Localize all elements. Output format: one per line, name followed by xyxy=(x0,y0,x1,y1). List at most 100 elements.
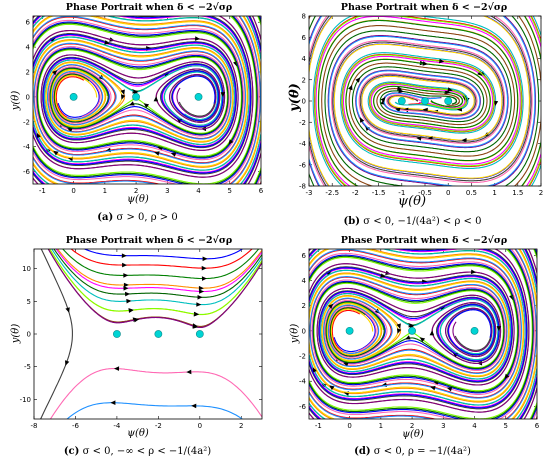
panel-d-caption-text: σ < 0, ρ = −1/(4a²) xyxy=(373,446,471,457)
trajectory-8 xyxy=(314,16,541,186)
direction-arrow xyxy=(65,360,70,366)
direction-arrow xyxy=(504,373,510,380)
trajectories xyxy=(309,16,541,186)
trajectory-13 xyxy=(53,249,262,298)
direction-arrow xyxy=(405,335,411,340)
direction-arrow xyxy=(123,273,129,278)
trajectory-14 xyxy=(309,249,537,419)
panel-a-title: Phase Portrait when δ < −2√σρ xyxy=(65,2,233,13)
trajectories xyxy=(33,16,261,184)
trajectory-3 xyxy=(318,16,541,186)
svg-text:1: 1 xyxy=(379,422,383,430)
svg-text:1: 1 xyxy=(103,187,107,195)
trajectory-12 xyxy=(66,402,244,419)
direction-arrow xyxy=(416,136,422,141)
trajectories xyxy=(309,249,537,419)
svg-text:3: 3 xyxy=(165,187,169,195)
trajectory-13 xyxy=(33,16,261,184)
direction-arrow xyxy=(67,127,73,133)
panel-d-caption: (d) σ < 0, ρ = −1/(4a²) xyxy=(275,446,550,457)
trajectory-9 xyxy=(47,249,262,329)
equilibrium-point-0 xyxy=(113,330,121,338)
svg-text:0: 0 xyxy=(302,98,306,106)
direction-arrow xyxy=(493,100,499,106)
direction-arrow xyxy=(343,362,349,367)
panel-d: Phase Portrait when δ < −2√σρ -1 0 1 2 3 4 5 6-… xyxy=(275,233,550,466)
trajectory-10 xyxy=(309,16,532,186)
trajectory-5 xyxy=(312,16,541,186)
trajectory-9 xyxy=(309,249,537,419)
direction-arrow xyxy=(153,96,159,102)
direction-arrow xyxy=(228,139,234,145)
svg-text:4: 4 xyxy=(26,44,31,52)
direction-arrow xyxy=(355,77,361,83)
svg-text:-3: -3 xyxy=(306,189,313,197)
direction-arrow xyxy=(470,269,477,275)
trajectory-11 xyxy=(33,16,261,184)
trajectory-11 xyxy=(309,249,537,419)
plot-frame xyxy=(33,248,263,420)
direction-arrow xyxy=(419,337,426,343)
svg-text:-6: -6 xyxy=(299,161,307,169)
svg-text:6: 6 xyxy=(302,34,307,42)
trajectory-6 xyxy=(33,16,261,184)
trajectory-5 xyxy=(51,249,262,306)
direction-arrow xyxy=(58,122,64,128)
panel-a-caption-tag: (a) xyxy=(97,212,114,223)
panel-d-title: Phase Portrait when δ < −2√σρ xyxy=(340,235,508,246)
x-tick-5: -0.5 xyxy=(418,16,432,197)
svg-text:6: 6 xyxy=(302,252,307,260)
svg-text:-2: -2 xyxy=(352,189,359,197)
svg-text:-6: -6 xyxy=(23,168,31,176)
plot-frame xyxy=(32,15,262,185)
panel-c-xlabel: ψ(θ) xyxy=(127,428,149,439)
trajectory-13 xyxy=(309,16,540,186)
x-tick-6: 5 xyxy=(504,249,508,430)
trajectory-4 xyxy=(315,16,541,186)
trajectory-1 xyxy=(70,249,253,269)
equilibrium-point-1 xyxy=(421,97,429,105)
trajectory-8 xyxy=(33,16,261,184)
svg-text:-6: -6 xyxy=(299,403,307,411)
panel-b-title: Phase Portrait when δ < −2√σρ xyxy=(340,2,508,13)
trajectory-12 xyxy=(33,16,261,184)
svg-text:-1.5: -1.5 xyxy=(372,189,386,197)
panel-b: Phase Portrait when δ < −2√σρ -3 -2.5 -2 -1… xyxy=(275,0,550,233)
direction-arrow xyxy=(123,282,129,288)
svg-text:-2.5: -2.5 xyxy=(325,189,339,197)
trajectory-7 xyxy=(309,16,541,186)
direction-arrow xyxy=(439,58,445,64)
panel-a-ylabel: y(θ) xyxy=(10,90,22,111)
panel-c: Phase Portrait when δ < −2√σρ -8 -6 -4 -2 0 2… xyxy=(0,233,275,466)
direction-arrow xyxy=(123,286,129,291)
x-tick-2: -4 xyxy=(113,249,121,430)
svg-text:-8: -8 xyxy=(31,422,38,430)
panel-c-title: Phase Portrait when δ < −2√σρ xyxy=(65,235,233,246)
svg-text:-2: -2 xyxy=(155,422,162,430)
equilibrium-point-2 xyxy=(470,326,479,335)
svg-text:0: 0 xyxy=(446,189,450,197)
direction-arrow xyxy=(220,92,226,98)
svg-text:-6: -6 xyxy=(72,422,80,430)
direction-arrow xyxy=(202,256,208,262)
svg-text:-8: -8 xyxy=(299,183,306,191)
svg-text:0: 0 xyxy=(198,422,202,430)
equilibrium-point-2 xyxy=(195,330,204,338)
direction-arrow xyxy=(328,303,334,309)
direction-arrow xyxy=(496,326,502,332)
svg-text:-10: -10 xyxy=(20,396,31,404)
y-tick-3: 0 xyxy=(302,327,537,335)
direction-arrow xyxy=(398,88,404,94)
trajectory-5 xyxy=(309,249,537,419)
direction-arrow xyxy=(461,138,467,143)
direction-arrow xyxy=(329,385,335,391)
direction-arrow xyxy=(446,387,453,392)
trajectory-11 xyxy=(49,368,262,419)
svg-text:-4: -4 xyxy=(299,378,307,386)
direction-arrow xyxy=(201,276,207,281)
x-tick-1: -6 xyxy=(72,249,80,430)
direction-arrow xyxy=(121,253,127,258)
trajectory-4 xyxy=(309,249,537,419)
direction-arrow xyxy=(397,86,403,91)
equilibrium-point-2 xyxy=(194,92,203,101)
